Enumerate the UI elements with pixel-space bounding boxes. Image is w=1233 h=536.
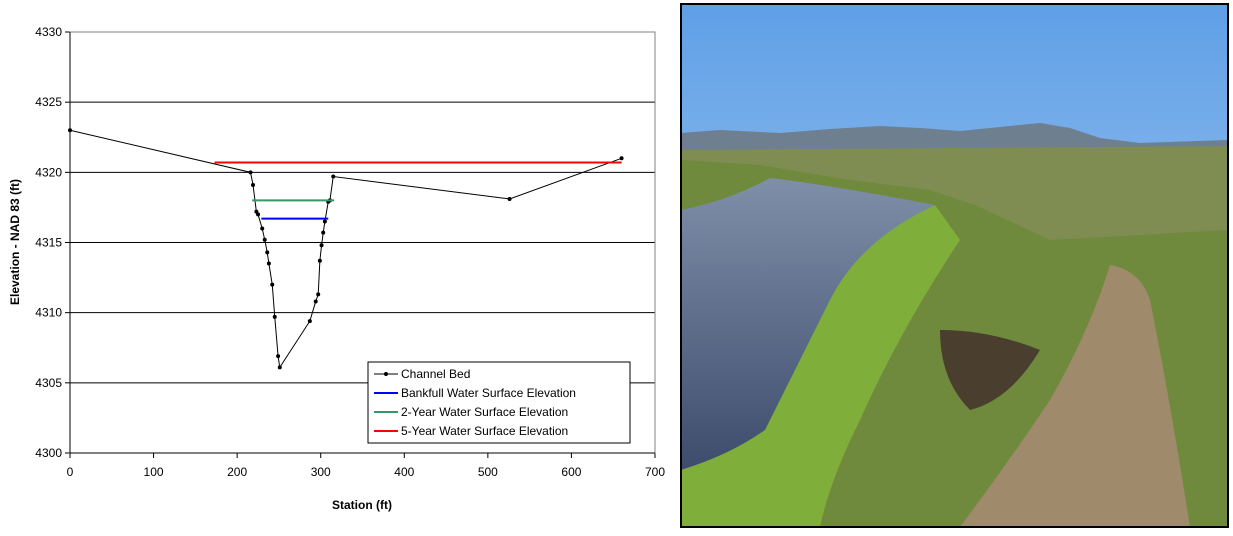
- river: [681, 178, 935, 470]
- trail: [960, 265, 1190, 527]
- x-tick-label: 200: [227, 465, 247, 479]
- x-axis-label: Station (ft): [332, 498, 392, 512]
- x-tick-label: 600: [561, 465, 581, 479]
- legend-label: Channel Bed: [401, 367, 470, 381]
- legend-box: [367, 361, 631, 444]
- legend-marker: [384, 372, 388, 376]
- y-tick-label: 4305: [35, 376, 62, 390]
- y-tick-label: 4325: [35, 95, 62, 109]
- grass-bank: [681, 205, 960, 527]
- y-tick-label: 4300: [35, 446, 62, 460]
- point: [322, 219, 327, 224]
- point: [272, 314, 277, 319]
- point: [277, 365, 282, 370]
- point: [507, 196, 512, 201]
- photo-border: [680, 3, 1229, 528]
- y-tick-label: 4330: [35, 25, 62, 39]
- legend-label: 2-Year Water Surface Elevation: [401, 405, 568, 419]
- y-tick-label: 4320: [35, 165, 62, 179]
- x-tick-label: 400: [394, 465, 414, 479]
- point: [321, 230, 326, 235]
- point: [276, 354, 281, 359]
- y-axis-label: Elevation - NAD 83 (ft): [8, 179, 22, 305]
- point: [316, 292, 321, 297]
- y-tick-label: 4315: [35, 236, 62, 250]
- point: [619, 156, 624, 161]
- x-tick-label: 100: [144, 465, 164, 479]
- x-tick-label: 700: [645, 465, 665, 479]
- series-line: [69, 129, 622, 369]
- point: [265, 250, 270, 255]
- point: [260, 226, 265, 231]
- y-tick-label: 4310: [35, 306, 62, 320]
- x-tick-label: 300: [311, 465, 331, 479]
- point: [68, 128, 72, 133]
- point: [248, 170, 253, 175]
- point: [262, 237, 267, 242]
- point: [251, 182, 256, 187]
- point: [317, 258, 322, 263]
- x-tick-label: 500: [478, 465, 498, 479]
- point: [313, 299, 318, 304]
- bank-erosion: [940, 330, 1040, 410]
- point: [256, 212, 261, 217]
- legend-label: Bankfull Water Surface Elevation: [401, 386, 576, 400]
- photo: [680, 3, 1229, 528]
- legend-label: 5-Year Water Surface Elevation: [401, 424, 568, 438]
- x-tick-label: 0: [67, 465, 74, 479]
- point: [319, 243, 324, 248]
- point: [307, 319, 312, 324]
- point: [266, 261, 271, 266]
- point: [270, 282, 275, 287]
- point: [331, 174, 336, 179]
